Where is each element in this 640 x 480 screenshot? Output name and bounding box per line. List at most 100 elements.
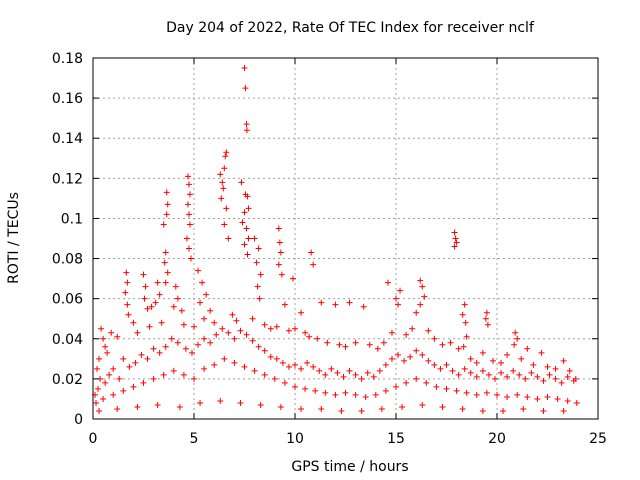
data-point: [417, 277, 424, 284]
data-point: [197, 299, 204, 306]
data-point: [437, 365, 444, 372]
data-point: [540, 377, 547, 384]
data-point: [144, 355, 151, 362]
data-point: [485, 371, 492, 378]
data-point: [314, 335, 321, 342]
data-point: [172, 283, 179, 290]
data-point: [195, 341, 202, 348]
data-point: [534, 395, 541, 402]
data-point: [346, 299, 353, 306]
data-point: [421, 293, 428, 300]
data-point: [382, 361, 389, 368]
data-point: [459, 405, 466, 412]
data-point: [318, 405, 325, 412]
data-point: [340, 373, 347, 380]
data-point: [388, 355, 395, 362]
data-point: [489, 357, 496, 364]
data-point: [285, 327, 292, 334]
data-point: [221, 355, 228, 362]
data-point: [160, 221, 167, 228]
data-point: [419, 401, 426, 408]
data-point: [514, 335, 521, 342]
data-point: [148, 303, 155, 310]
chart-title: Day 204 of 2022, Rate Of TEC Index for r…: [166, 20, 535, 36]
data-point: [242, 85, 249, 92]
data-point: [134, 329, 141, 336]
data-point: [154, 279, 161, 286]
data-point: [261, 321, 268, 328]
x-tick-label: 5: [190, 431, 199, 447]
data-point: [154, 401, 161, 408]
data-point: [336, 341, 343, 348]
data-point: [243, 331, 250, 338]
data-point: [163, 189, 170, 196]
x-tick-label: 0: [89, 431, 98, 447]
data-point: [423, 379, 430, 386]
data-point: [152, 299, 159, 306]
data-point: [419, 351, 426, 358]
data-point: [431, 335, 438, 342]
data-point: [201, 365, 208, 372]
data-point: [322, 371, 329, 378]
data-point: [241, 363, 248, 370]
data-point: [449, 367, 456, 374]
data-point: [285, 363, 292, 370]
data-point: [292, 383, 298, 390]
data-point: [546, 371, 553, 378]
data-point: [298, 309, 305, 316]
data-point: [201, 315, 208, 322]
x-tick-label: 20: [488, 431, 506, 447]
data-point: [312, 387, 319, 394]
data-point: [222, 153, 229, 160]
data-point: [116, 375, 123, 382]
data-point: [251, 367, 258, 374]
data-point: [186, 191, 193, 198]
y-tick-label: 0.16: [52, 91, 83, 107]
data-point: [185, 211, 192, 218]
data-point: [255, 343, 262, 350]
data-point: [185, 245, 192, 252]
data-point: [245, 205, 252, 212]
data-point: [176, 403, 183, 410]
data-point: [516, 371, 523, 378]
data-point: [278, 271, 285, 278]
data-point: [518, 355, 525, 362]
data-point: [156, 291, 163, 298]
y-tick-label: 0.1: [61, 211, 83, 227]
data-point: [328, 365, 335, 372]
data-point: [142, 283, 149, 290]
data-point: [281, 379, 288, 386]
data-point: [431, 361, 438, 368]
data-point: [217, 397, 224, 404]
data-point: [382, 387, 389, 394]
grid-lines: [93, 58, 598, 419]
y-tick-label: 0.08: [52, 252, 83, 268]
plot-frame: [92, 57, 599, 420]
data-point: [104, 349, 111, 356]
data-point: [372, 391, 379, 398]
data-point: [512, 329, 519, 336]
data-point: [334, 369, 341, 376]
data-point: [249, 315, 256, 322]
data-point: [524, 393, 531, 400]
data-point: [504, 351, 511, 358]
data-point: [221, 165, 228, 172]
data-point: [500, 407, 507, 414]
data-point: [366, 341, 373, 348]
data-point: [201, 335, 208, 342]
data-point: [461, 301, 468, 308]
data-point: [277, 403, 284, 410]
data-point: [455, 345, 462, 352]
data-point: [560, 357, 567, 364]
data-point: [231, 335, 238, 342]
data-point: [520, 405, 527, 412]
data-point: [514, 391, 521, 398]
data-point: [308, 249, 315, 256]
data-point: [110, 391, 117, 398]
data-point: [467, 355, 474, 362]
data-point: [150, 345, 157, 352]
data-point: [273, 355, 280, 362]
data-point: [244, 251, 251, 258]
data-point: [352, 339, 359, 346]
